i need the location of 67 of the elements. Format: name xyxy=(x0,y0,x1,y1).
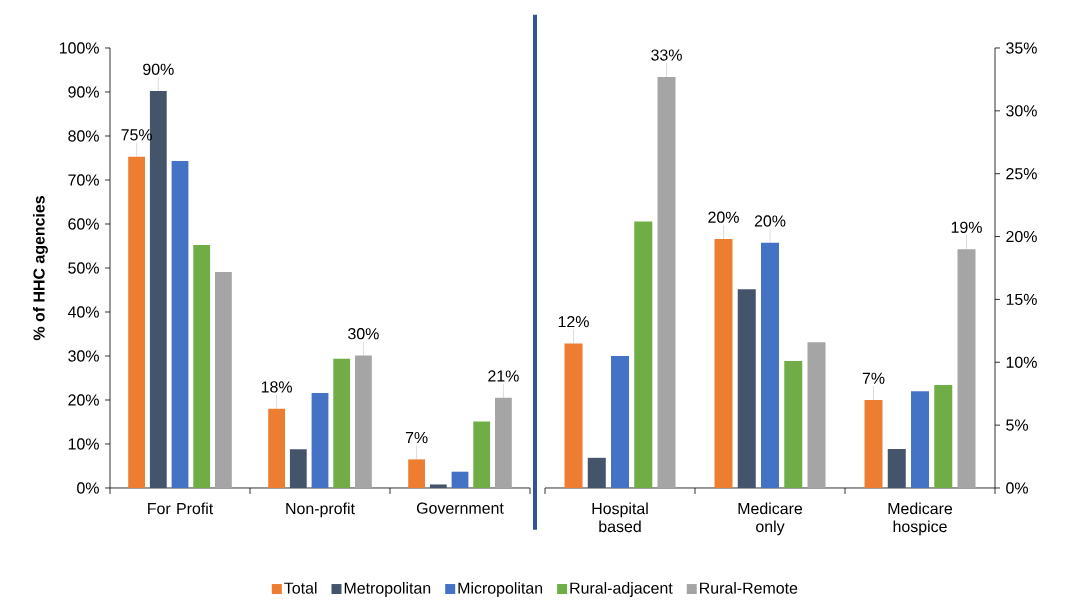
data-label: 12% xyxy=(558,316,589,328)
y2-tick-label: 0% xyxy=(1006,482,1028,494)
bar xyxy=(289,449,307,488)
y-tick-label: 60% xyxy=(68,218,99,230)
y-tick-label: 80% xyxy=(68,130,99,142)
data-label: 18% xyxy=(261,381,292,393)
y-tick-label: 50% xyxy=(68,262,99,274)
bar xyxy=(451,471,469,488)
data-label: 33% xyxy=(651,49,682,61)
y-tick-label: 30% xyxy=(68,350,99,362)
bar xyxy=(311,392,329,488)
bar xyxy=(429,484,447,488)
legend-label: Rural-adjacent xyxy=(570,582,673,597)
data-label: 19% xyxy=(951,221,982,233)
x-tick-label: For Profit xyxy=(148,502,214,515)
y2-tick-label: 20% xyxy=(1006,230,1037,243)
x-tick-label: Medicare hospice xyxy=(888,502,953,536)
data-label: 90% xyxy=(143,63,174,75)
legend-label: Rural-Remote xyxy=(700,582,798,594)
y-tick-label: 100% xyxy=(59,42,99,54)
bar xyxy=(807,342,826,488)
bar xyxy=(634,221,653,488)
bar xyxy=(171,161,189,488)
bar xyxy=(611,355,630,488)
bar xyxy=(564,343,583,488)
y-tick-label: 0% xyxy=(77,482,99,494)
bar xyxy=(784,361,803,488)
bar xyxy=(193,245,211,488)
bar xyxy=(864,399,883,488)
x-tick-label: Non-profit xyxy=(286,502,355,518)
bar xyxy=(268,408,286,488)
y-tick-label: 20% xyxy=(68,394,99,406)
bar xyxy=(408,459,426,488)
y2-tick-label: 35% xyxy=(1006,42,1037,54)
y2-tick-label: 5% xyxy=(1006,419,1028,431)
bar xyxy=(934,384,953,488)
legend-label: Metropolitan xyxy=(344,582,431,597)
y2-tick-label: 10% xyxy=(1006,356,1037,368)
bar xyxy=(887,449,906,488)
y-axis-title: % of HHC agencies xyxy=(32,196,48,341)
y-tick-label: 40% xyxy=(67,306,99,318)
y-tick-label: 70% xyxy=(68,174,99,186)
bar xyxy=(473,421,491,488)
data-label: 20% xyxy=(708,211,739,223)
data-label: 20% xyxy=(754,215,786,227)
bar xyxy=(128,156,146,488)
data-label: 7% xyxy=(405,432,428,444)
bar xyxy=(714,239,733,488)
y-tick-label: 90% xyxy=(68,86,99,98)
bar xyxy=(587,457,606,488)
y2-tick-label: 25% xyxy=(1006,168,1037,180)
bar xyxy=(215,271,232,488)
data-label: 30% xyxy=(348,328,379,340)
x-tick-label: Medicare only xyxy=(738,502,803,536)
legend-label: Total xyxy=(284,582,317,594)
data-label: 7% xyxy=(862,372,885,384)
bar xyxy=(737,289,756,488)
x-tick-label: Hospital based xyxy=(592,502,648,533)
data-label: 21% xyxy=(488,370,519,382)
bar xyxy=(333,358,351,488)
bar xyxy=(761,242,780,488)
bar xyxy=(911,391,930,488)
legend-label: Micropolitan xyxy=(458,582,543,597)
y2-tick-label: 15% xyxy=(1006,293,1037,306)
x-tick-label: Government xyxy=(416,502,504,514)
y2-tick-label: 30% xyxy=(1006,105,1037,117)
y-tick-label: 10% xyxy=(68,438,99,450)
